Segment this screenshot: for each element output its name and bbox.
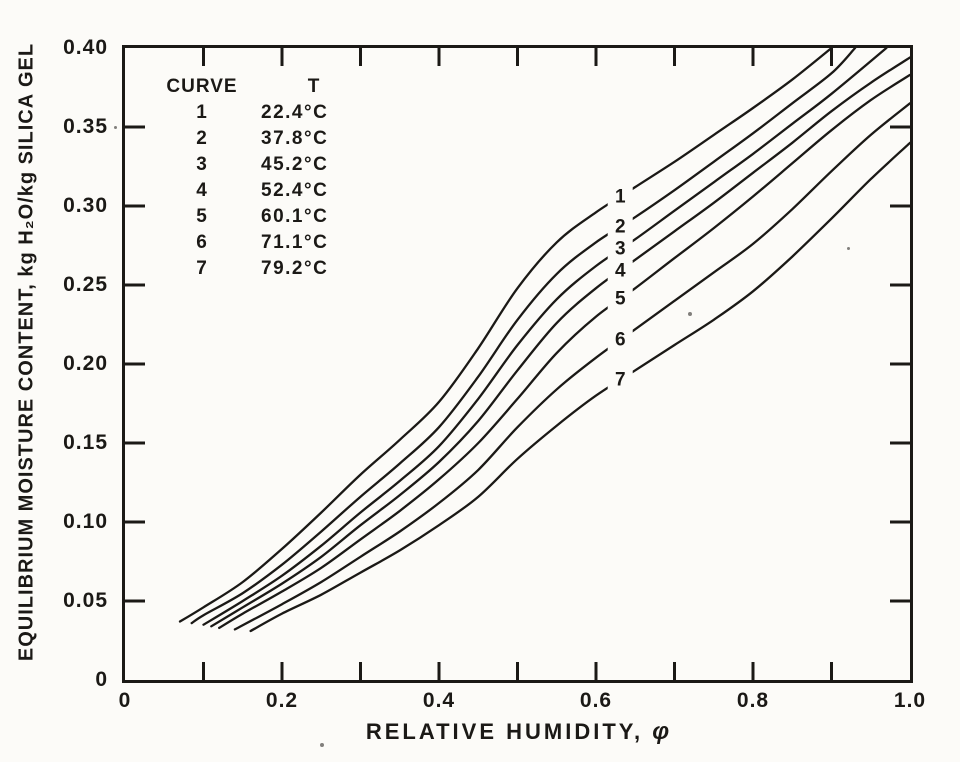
y-tick-label-0.05: 0.05 <box>63 589 108 612</box>
curve-number-label-6: 6 <box>608 329 633 351</box>
x-tick-label-1.0: 1.0 <box>893 689 927 712</box>
legend-curve-number: 4 <box>196 180 208 201</box>
isotherm-curve-5 <box>218 73 910 630</box>
scan-speck <box>114 126 117 129</box>
curve-number-label-1: 1 <box>608 186 633 208</box>
legend-curve-number: 2 <box>196 128 208 149</box>
legend-temperature: 60.1°C <box>261 206 329 227</box>
legend-header-curve: CURVE <box>166 76 238 97</box>
x-tick-label-0.6: 0.6 <box>579 689 613 712</box>
curve-number-label-4: 4 <box>608 260 633 282</box>
scan-speck <box>320 743 324 747</box>
curve-number-label-7: 7 <box>608 369 633 391</box>
isotherm-curve-7 <box>249 141 910 633</box>
y-tick-label-0.25: 0.25 <box>63 273 108 296</box>
isotherm-curve-6 <box>233 102 910 631</box>
legend-curve-number: 7 <box>196 258 208 279</box>
isotherm-curve-3 <box>202 48 888 626</box>
legend-curve-number: 1 <box>196 102 208 123</box>
x-tick-label-0.4: 0.4 <box>422 689 456 712</box>
x-axis-title: RELATIVE HUMIDITY, φ <box>125 718 910 746</box>
isotherm-curve-2 <box>190 48 857 625</box>
legend: CURVE T 1 22.4°C 2 37.8°C 3 45.2°C 4 52.4°C 5 60.… <box>151 76 375 280</box>
curve-number-label-2: 2 <box>608 216 633 238</box>
legend-temperature: 71.1°C <box>261 232 329 253</box>
curve-number-label-5: 5 <box>608 288 633 310</box>
legend-curve-number: 3 <box>196 154 208 175</box>
x-tick-label-0: 0 <box>118 689 132 712</box>
x-tick-label-0.8: 0.8 <box>736 689 770 712</box>
curve-number-label-3: 3 <box>608 238 633 260</box>
legend-temperature: 37.8°C <box>261 128 329 149</box>
y-axis-tick-labels: 0 0.05 0.10 0.15 0.20 0.25 0.30 0.35 0.40 <box>0 36 114 691</box>
y-tick-label-0.15: 0.15 <box>63 431 108 454</box>
y-tick-label-0.10: 0.10 <box>63 510 108 533</box>
legend-header-temperature: T <box>307 76 321 97</box>
plot-svg <box>125 48 910 680</box>
phi-symbol: φ <box>652 718 670 745</box>
y-tick-label-0.35: 0.35 <box>63 115 108 138</box>
x-tick-label-0.2: 0.2 <box>265 689 299 712</box>
legend-temperature: 79.2°C <box>261 258 329 279</box>
legend-temperature: 45.2°C <box>261 154 329 175</box>
x-axis-tick-labels: 0 0.2 0.4 0.6 0.8 1.0 <box>119 689 925 715</box>
legend-temperature: 22.4°C <box>261 102 329 123</box>
y-tick-label-0.40: 0.40 <box>63 36 108 59</box>
y-tick-label-0: 0 <box>95 668 108 691</box>
y-tick-label-0.30: 0.30 <box>63 194 108 217</box>
isotherm-curve-1 <box>178 48 833 623</box>
scan-speck <box>688 312 692 316</box>
legend-curve-number: 6 <box>196 232 208 253</box>
x-axis-title-text: RELATIVE HUMIDITY, <box>365 719 644 744</box>
legend-temperature: 52.4°C <box>261 180 329 201</box>
isotherm-curve-4 <box>210 56 910 628</box>
legend-curve-number: 5 <box>196 206 208 227</box>
scan-speck <box>847 247 850 250</box>
y-tick-label-0.20: 0.20 <box>63 352 108 375</box>
